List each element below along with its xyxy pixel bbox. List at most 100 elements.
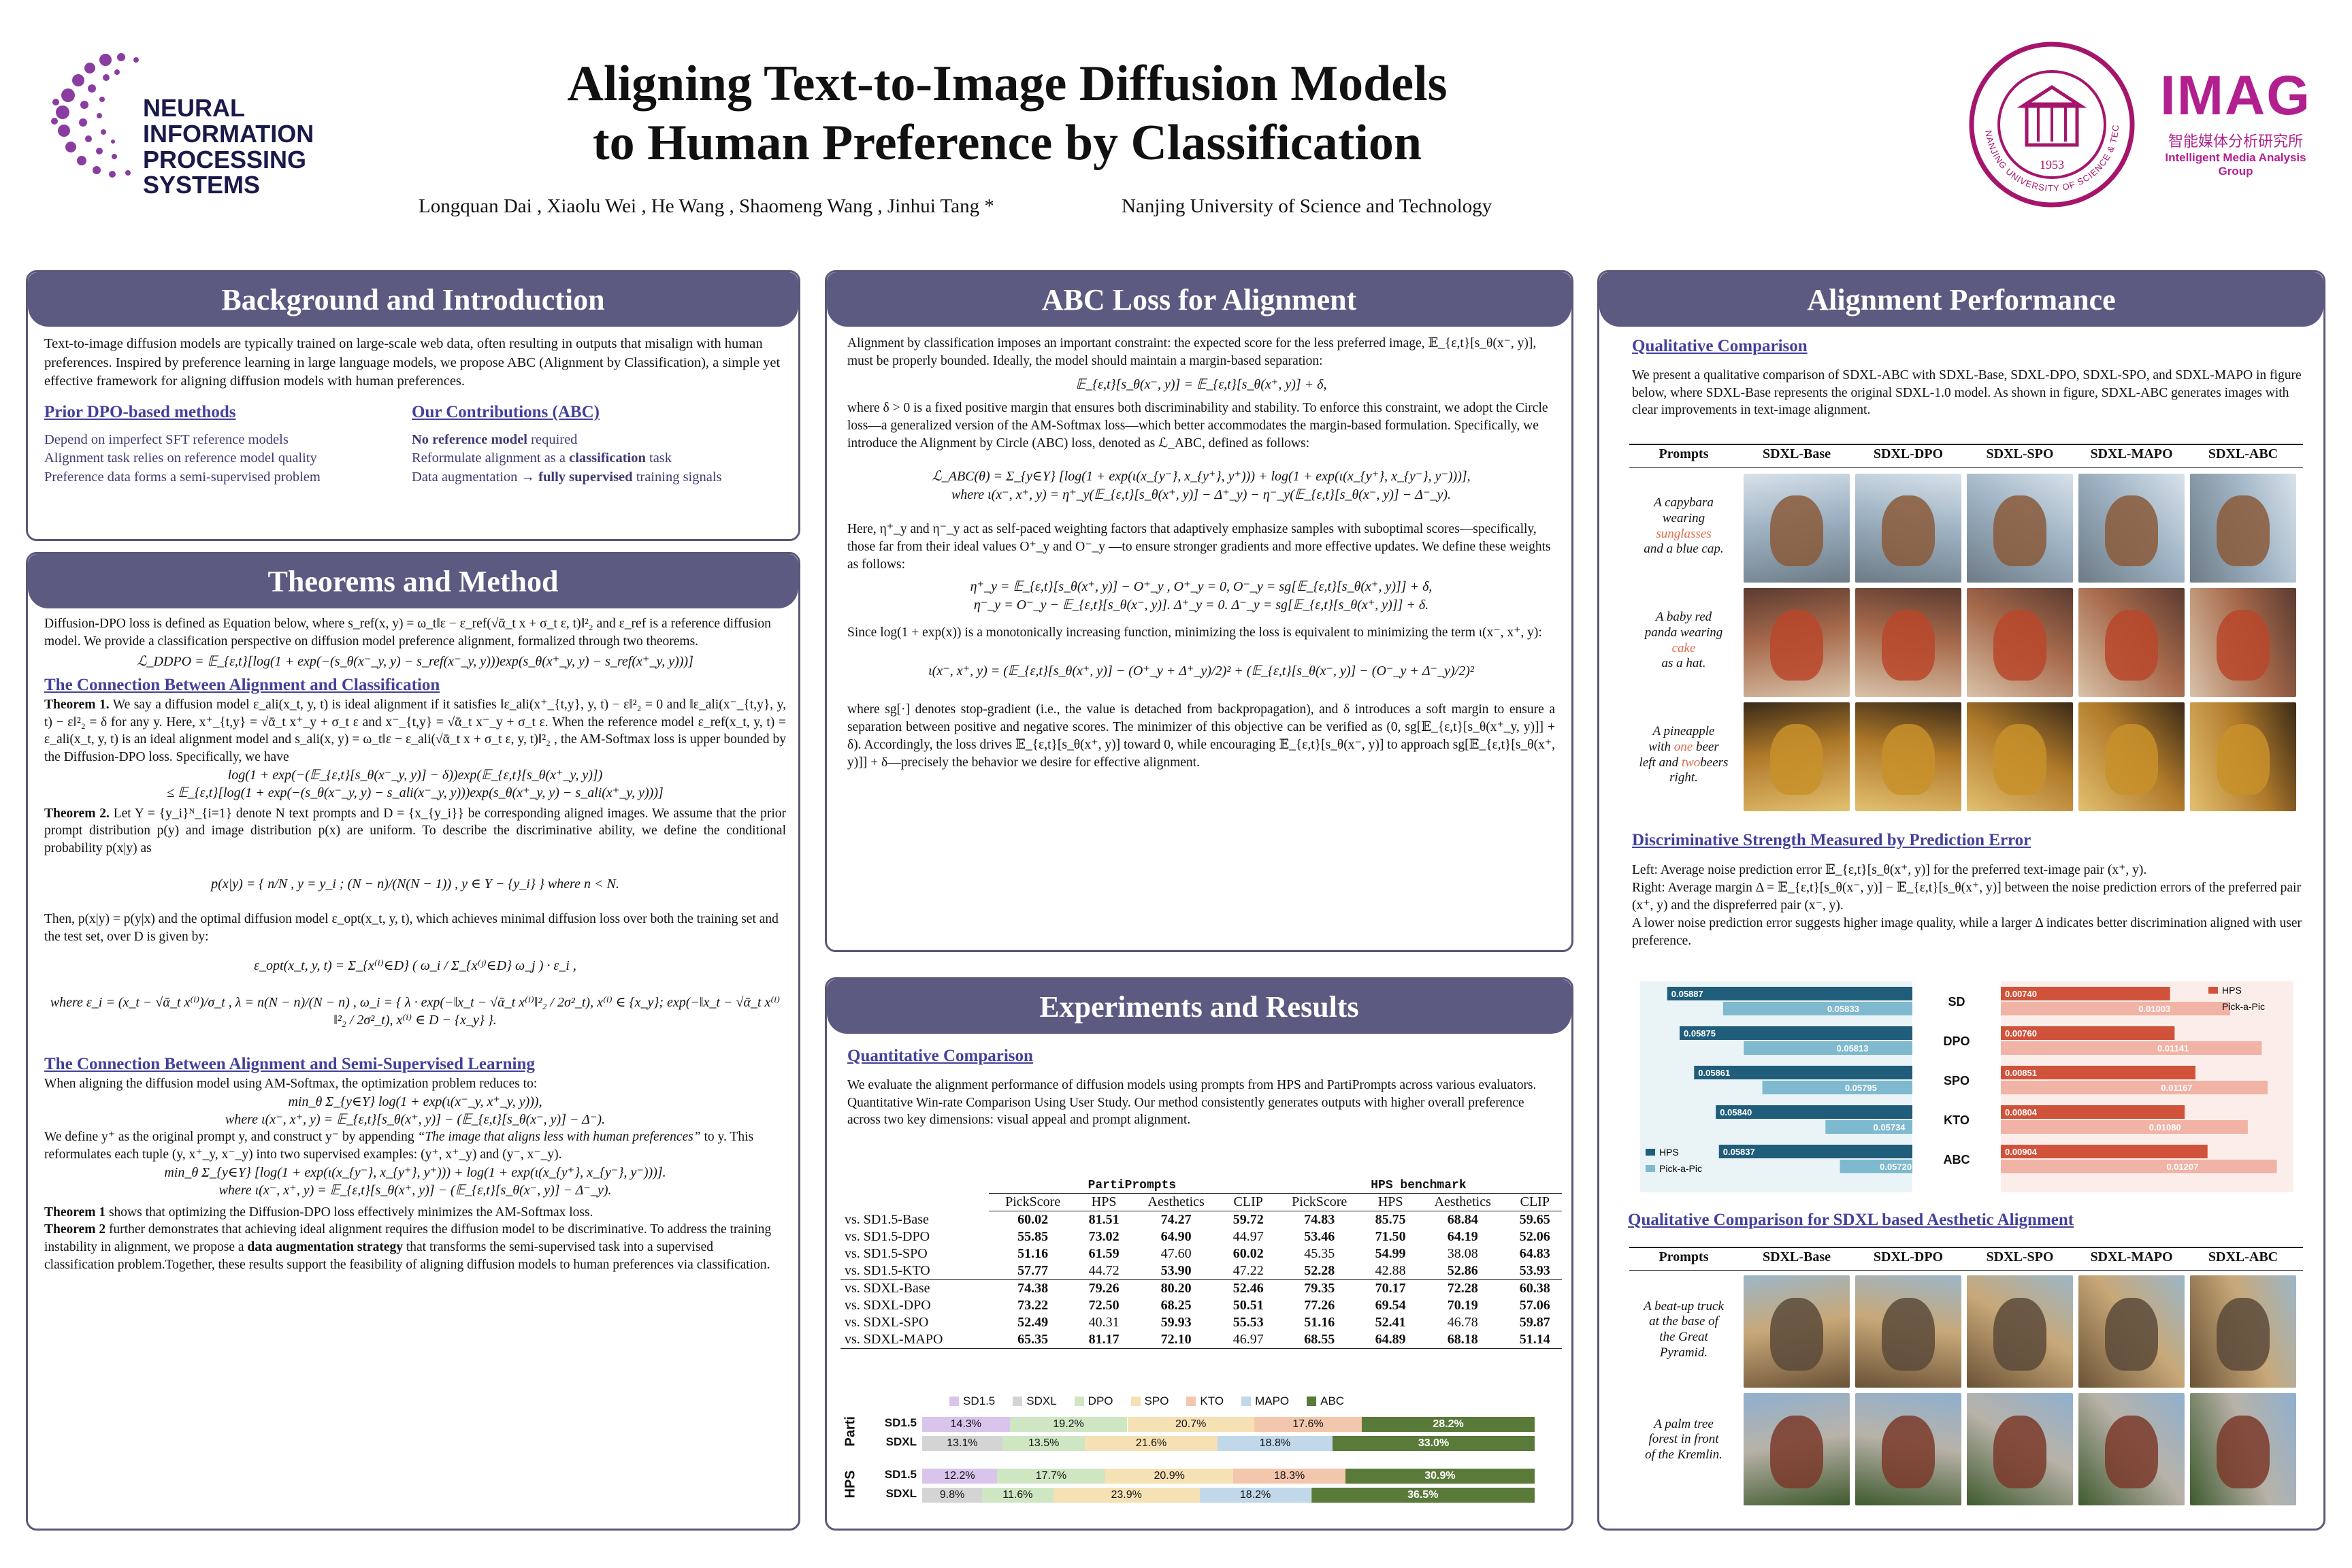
theorems-paragraph-2: Then, p(x|y) = p(y|x) and the optimal di… — [44, 912, 779, 944]
left-bar-label: 0.05861 — [1698, 1068, 1730, 1078]
table-cell: 47.60 — [1160, 1246, 1192, 1261]
subsection-alignment-classification: The Connection Between Alignment and Cla… — [44, 675, 440, 694]
grid-header: SDXL-ABC — [2208, 1250, 2278, 1264]
equation-bound-1: log(1 + exp(−(𝔼_{ε,t}[s_θ(x⁻_y, y)] − δ)… — [227, 767, 603, 783]
discriminative-right: Right: Average margin Δ = 𝔼_{ε,t}[s_θ(x⁻… — [1632, 880, 2301, 913]
legend-swatch — [1646, 1149, 1655, 1156]
prediction-error-chart: 0.05887 0.05833 SD 0.00740 0.01003 0.05875 0.0… — [1640, 981, 2293, 1192]
table-cell: 73.02 — [1088, 1229, 1120, 1244]
aesthetic-grid: Prompts SDXL-Base SDXL-DPO SDXL-SPO SDXL-MAP… — [1629, 1247, 2303, 1526]
left-bar — [1718, 1145, 1912, 1158]
right-bar — [2001, 1026, 2175, 1040]
grid-header: SDXL-SPO — [1986, 1250, 2054, 1264]
table-cell: 70.19 — [1447, 1298, 1478, 1313]
generated-image — [1855, 1393, 1961, 1505]
legend-item: ABC — [1307, 1394, 1344, 1408]
prompt-text: beer — [1693, 739, 1719, 754]
column-header: HPS — [1363, 1193, 1418, 1211]
prompt-text: left and — [1639, 755, 1682, 770]
grid-header: SDXL-ABC — [2208, 446, 2278, 461]
group-label: Parti — [843, 1416, 858, 1447]
abc-loss-title: ABC Loss for Alignment — [827, 272, 1571, 327]
table-cell: 81.17 — [1088, 1332, 1120, 1347]
contribution-item: Data augmentation → fully supervised tra… — [412, 470, 722, 485]
generated-image — [2190, 588, 2296, 697]
prompt-text: A beat-up truck — [1644, 1298, 1724, 1313]
row-label: vs. SDXL-MAPO — [845, 1332, 943, 1347]
legend-label: DPO — [1088, 1394, 1113, 1407]
table-cell: 59.72 — [1232, 1212, 1264, 1227]
left-bar — [1825, 1120, 1912, 1134]
njust-seal-icon: 1953 NANJING UNIVERSITY OF SCIENCE & TEC… — [1963, 31, 2135, 208]
table-cell: 53.90 — [1160, 1263, 1192, 1278]
generated-image — [1967, 702, 2073, 811]
left-bar-label: 0.05813 — [1837, 1043, 1869, 1054]
table-cell: 72.28 — [1447, 1281, 1478, 1296]
generated-image — [1744, 474, 1850, 583]
table-cell: 64.19 — [1447, 1229, 1478, 1244]
right-bar-label: 0.00760 — [2005, 1028, 2037, 1039]
row-label: SDXL — [885, 1435, 917, 1448]
table-cell: 51.16 — [1017, 1246, 1049, 1261]
right-bar — [2001, 1066, 2195, 1079]
grid-header: SDXL-SPO — [1986, 446, 2054, 461]
generated-image — [2190, 474, 2296, 583]
table-cell: 52.41 — [1375, 1315, 1406, 1330]
table-cell: 50.51 — [1232, 1298, 1264, 1313]
equation-weights: where ε_i = (x_t − √ᾱ_t x⁽ⁱ⁾)/σ_t , λ = … — [50, 995, 781, 1028]
group-header-parti: PartiPrompts — [988, 1178, 1275, 1194]
abc-equation-square: ι(x⁻, x⁺, y) = (𝔼_{ε,t}[s_θ(x⁺, y)] − (O… — [928, 664, 1474, 679]
legend-swatch — [2208, 1003, 2218, 1010]
legend-label: SD1.5 — [963, 1394, 996, 1407]
prompt-cell: A beat-up truck at the base of the Great Py… — [1629, 1299, 1738, 1361]
theorems-intro: Diffusion-DPO loss is defined as Equatio… — [44, 617, 771, 649]
column-header: CLIP — [1221, 1193, 1275, 1211]
experiments-paragraph-1: We evaluate the alignment performance of… — [847, 1078, 1537, 1092]
right-bar-label: 0.00904 — [2005, 1147, 2038, 1157]
prior-methods-title: Prior DPO-based methods — [44, 403, 236, 422]
generated-image — [2078, 474, 2185, 583]
table-cell: 64.83 — [1519, 1246, 1550, 1261]
column-header: PickScore — [988, 1193, 1077, 1211]
table-cell: 59.93 — [1160, 1315, 1192, 1330]
background-intro: Text-to-image diffusion models are typic… — [44, 336, 781, 389]
grid-header: SDXL-DPO — [1873, 1250, 1944, 1264]
generated-image — [1855, 1275, 1961, 1388]
equation-iota: where ι(x⁻, x⁺, y) = 𝔼_{ε,t}[s_θ(x⁺, y)]… — [225, 1111, 606, 1127]
prompt-cell: A pineapple with one beer left and twobeer… — [1629, 724, 1738, 786]
prompt-text: one — [1673, 739, 1693, 754]
abc-paragraph-4: Since log(1 + exp(x)) is a monotonically… — [847, 625, 1542, 640]
left-bar-label: 0.05720 — [1880, 1162, 1912, 1172]
generated-image — [2190, 702, 2296, 811]
table-cell: 46.78 — [1447, 1315, 1478, 1330]
legend-swatch — [1646, 1165, 1655, 1172]
abc-paragraph-3: Here, η⁺_y and η⁻_y act as self-paced we… — [847, 522, 1551, 572]
table-cell: 57.77 — [1017, 1263, 1049, 1278]
winrate-segment: 19.2% — [1009, 1417, 1128, 1432]
winrate-segment: 12.2% — [922, 1469, 997, 1484]
table-cell: 55.53 — [1232, 1315, 1264, 1330]
equation-optimal: ε_opt(x_t, y, t) = Σ_{x⁽ⁱ⁾∈D} ( ω_i / Σ_… — [254, 958, 576, 973]
generated-image — [1855, 702, 1961, 811]
table-cell: 64.89 — [1375, 1332, 1406, 1347]
winrate-segment: 14.3% — [922, 1417, 1010, 1432]
winrate-segment: 18.8% — [1217, 1436, 1333, 1451]
contribution-item: No reference model required — [412, 431, 578, 447]
right-bar-label: 0.01003 — [2138, 1004, 2170, 1014]
prompt-text: Pyramid. — [1659, 1345, 1708, 1360]
winrate-segment: 17.6% — [1254, 1417, 1362, 1432]
table-cell: 68.18 — [1447, 1332, 1478, 1347]
generated-image — [1744, 1275, 1850, 1388]
left-bar-label: 0.05833 — [1827, 1004, 1859, 1014]
table-cell: 74.83 — [1304, 1212, 1335, 1227]
legend-label: SDXL — [1026, 1394, 1057, 1407]
left-bar — [1694, 1066, 1912, 1079]
right-bar-label: 0.01080 — [2149, 1122, 2181, 1132]
table-row: vs. SDXL-Base 74.38 79.26 80.20 52.46 79.35 70… — [840, 1279, 1562, 1298]
experiments-title: Experiments and Results — [827, 979, 1571, 1034]
table-cell: 81.51 — [1088, 1212, 1120, 1227]
grid-header: SDXL-DPO — [1873, 446, 1944, 461]
contributions-title: Our Contributions (ABC) — [412, 403, 600, 422]
grid-header: SDXL-Base — [1762, 446, 1831, 461]
row-label: vs. SD1.5-DPO — [845, 1229, 930, 1244]
